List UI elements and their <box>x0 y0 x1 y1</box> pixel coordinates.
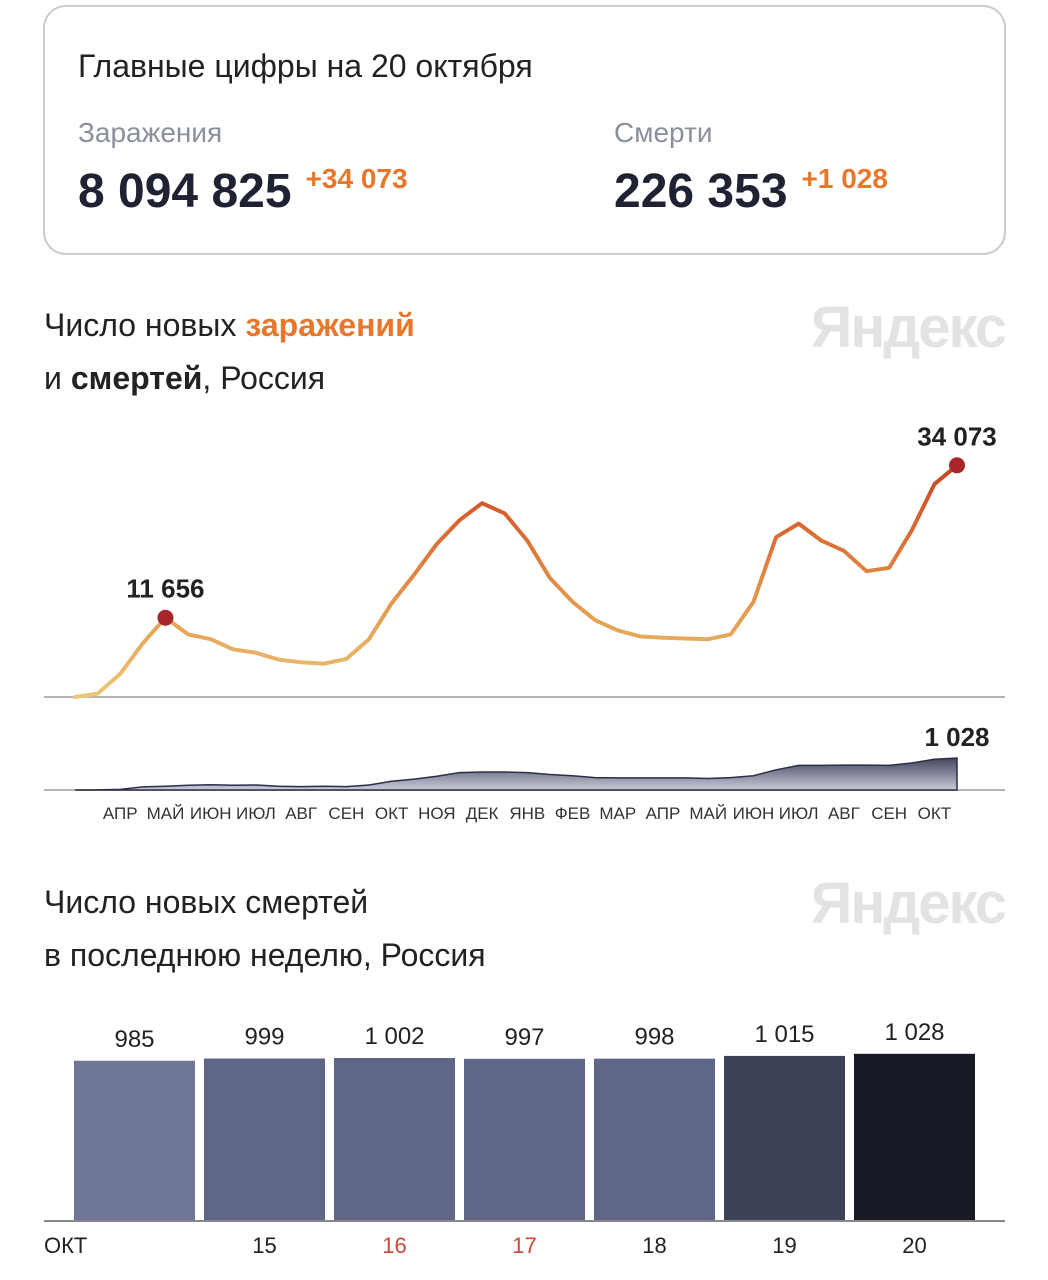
summary-card <box>43 5 1006 255</box>
x-tick-label: МАР <box>599 804 636 823</box>
title-part: Число новых <box>44 307 236 343</box>
summary-label: Заражения <box>78 117 222 148</box>
bar <box>724 1055 845 1220</box>
bar <box>854 1053 975 1220</box>
x-tick-label: 17 <box>512 1233 536 1258</box>
month-label: ОКТ <box>44 1233 87 1258</box>
value-label: 1 028 <box>884 1019 944 1046</box>
x-tick-label: СЕН <box>871 804 907 823</box>
value-label: 34 073 <box>917 421 997 451</box>
value-label: 1 002 <box>364 1023 424 1050</box>
bar <box>204 1058 325 1220</box>
x-tick-label: ИЮЛ <box>779 804 819 823</box>
x-tick-label: ИЮН <box>190 804 232 823</box>
value-label: 985 <box>114 1026 154 1053</box>
x-tick-label: АВГ <box>285 804 317 823</box>
chart-title: в последнюю неделю, Россия <box>44 937 486 973</box>
value-label: 997 <box>504 1024 544 1051</box>
logo: Яндекс <box>811 295 1006 360</box>
x-tick-label: СЕН <box>328 804 364 823</box>
chart-title: и смертей, Россия <box>44 360 325 396</box>
title-part: , Россия <box>202 360 325 396</box>
chart-title: Число новых заражений <box>44 307 415 343</box>
title-part: смертей <box>71 360 203 396</box>
x-tick-label: 20 <box>902 1233 926 1258</box>
x-tick-label: ДЕК <box>466 804 499 823</box>
summary-value: 226 353 <box>614 165 788 218</box>
x-tick-label: ЯНВ <box>509 804 545 823</box>
title-part: и <box>44 360 62 396</box>
value-label: 1 015 <box>754 1021 814 1048</box>
x-tick-label: ИЮЛ <box>236 804 276 823</box>
x-tick-label: 19 <box>772 1233 796 1258</box>
value-label: 1 028 <box>924 722 989 752</box>
bar <box>594 1058 715 1220</box>
logo: Яндекс <box>811 871 1006 936</box>
x-tick-label: НОЯ <box>418 804 455 823</box>
x-tick-label: АПР <box>646 804 681 823</box>
point-marker <box>949 457 965 474</box>
value-label: 11 656 <box>126 574 204 604</box>
value-label: 999 <box>244 1023 284 1050</box>
x-tick-label: ФЕВ <box>555 804 591 823</box>
summary-label: Смерти <box>614 117 712 148</box>
x-tick-label: ОКТ <box>375 804 409 823</box>
x-tick-label: 16 <box>382 1233 406 1258</box>
bar <box>464 1058 585 1220</box>
chart-title: Число новых смертей <box>44 884 368 920</box>
x-tick-label: МАЙ <box>147 804 185 823</box>
bar <box>334 1058 455 1220</box>
summary-value: 8 094 825 <box>78 165 292 218</box>
summary-delta: +1 028 <box>802 163 888 194</box>
x-tick-label: 18 <box>642 1233 666 1258</box>
deaths-area <box>74 757 958 791</box>
summary-delta: +34 073 <box>306 163 408 194</box>
x-tick-label: МАЙ <box>689 804 727 823</box>
x-tick-label: АВГ <box>828 804 860 823</box>
x-tick-label: АПР <box>103 804 138 823</box>
bar <box>74 1060 195 1220</box>
summary-title: Главные цифры на 20 октября <box>78 48 533 84</box>
title-part: заражений <box>245 307 414 343</box>
cases-line <box>73 463 959 699</box>
x-tick-label: ИЮН <box>733 804 775 823</box>
x-tick-label: 15 <box>252 1233 276 1258</box>
x-tick-label: ОКТ <box>918 804 952 823</box>
point-marker <box>157 609 174 626</box>
value-label: 998 <box>634 1024 674 1051</box>
